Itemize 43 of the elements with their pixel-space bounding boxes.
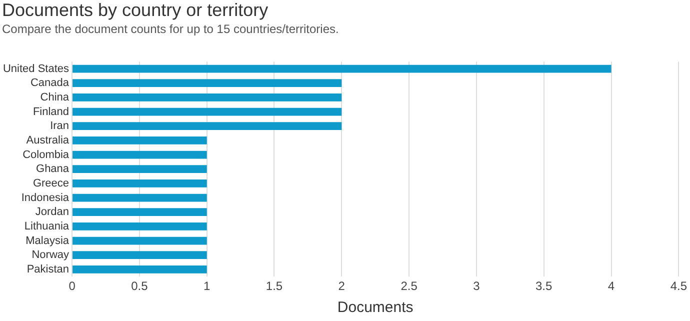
bar	[72, 79, 342, 88]
x-tick-label: 2.5	[400, 279, 418, 294]
bar	[72, 150, 207, 159]
x-tick-label: 0.5	[131, 279, 148, 294]
bar	[72, 265, 207, 274]
bar	[72, 194, 207, 202]
bar	[72, 222, 207, 230]
y-tick-label: Australia	[26, 134, 70, 146]
y-tick-label: Finland	[32, 106, 70, 118]
bar	[72, 165, 207, 174]
bar	[72, 122, 342, 130]
bar	[72, 136, 207, 144]
x-axis-title: Documents	[337, 299, 414, 316]
x-tick-label: 3.5	[536, 279, 553, 294]
bar	[72, 179, 207, 188]
x-tick-label: 0	[68, 279, 76, 294]
chart-subtitle: Compare the document counts for up to 15 countries/territories.	[2, 22, 339, 36]
x-tick-label: 1	[204, 279, 210, 294]
chart-title: Documents by country or territory	[2, 0, 268, 21]
y-tick-label: Jordan	[35, 206, 70, 218]
bar	[72, 251, 207, 260]
y-tick-label: Lithuania	[24, 220, 70, 232]
y-tick-label: Pakistan	[26, 263, 70, 276]
bar	[72, 64, 612, 73]
y-tick-label: Indonesia	[21, 192, 70, 204]
bar	[72, 208, 207, 216]
y-tick-label: Malaysia	[26, 234, 70, 247]
x-tick-label: 4.5	[670, 279, 688, 294]
y-tick-label: United States	[2, 62, 70, 75]
y-tick-label: China	[40, 91, 70, 104]
x-tick-label: 1.5	[266, 279, 283, 294]
bar	[72, 93, 342, 102]
bar	[72, 108, 342, 116]
y-tick-label: Greece	[32, 177, 70, 190]
y-tick-label: Canada	[30, 77, 70, 90]
x-tick-label: 3	[473, 279, 480, 294]
bar	[72, 236, 207, 245]
y-tick-label: Iran	[50, 120, 70, 132]
x-tick-label: 4	[608, 279, 615, 294]
y-tick-label: Ghana	[36, 163, 70, 176]
y-tick-label: Colombia	[22, 148, 70, 161]
y-tick-label: Norway	[32, 249, 70, 262]
x-tick-label: 2	[338, 279, 346, 294]
